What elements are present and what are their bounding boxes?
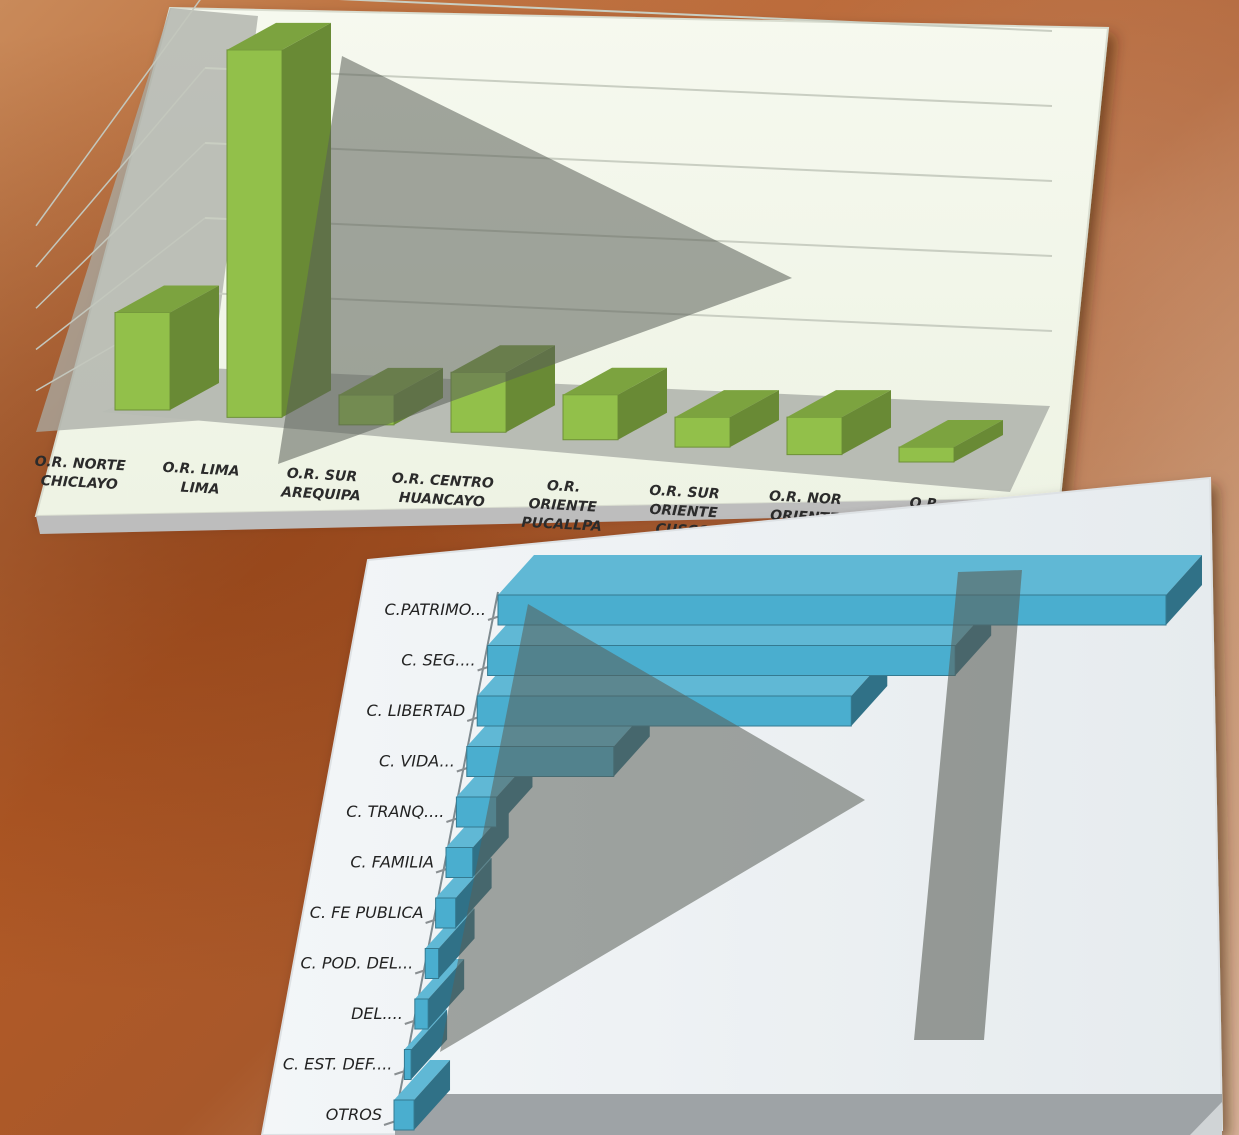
bar-top [227,22,331,50]
chart2-pause-overlay[interactable] [914,570,1022,1040]
chart1-panel-edge [36,498,1060,534]
y-tick-label: C. SEG.... [401,651,475,670]
bar-8 [898,420,1003,463]
y-tick-label: C. POD. DEL... [301,954,414,973]
bar-front [674,416,731,448]
bar-end [414,1060,451,1130]
chart2-play-overlay[interactable] [440,604,865,1052]
bar-end [411,1009,448,1080]
vertical-bar-chart: O.R. NORTECHICLAYO O.R. LIMALIMA O.R. SURA… [33,0,1110,540]
bar-side [618,367,667,440]
bar-front [414,998,429,1030]
y-tick-label: C. VIDA... [379,752,455,771]
bar-side [954,420,1003,462]
bar-front [403,1049,412,1080]
bar-side [170,285,219,410]
chart2-page-curl [1190,1102,1222,1135]
y-tick-label: C. EST. DEF.... [283,1055,393,1074]
bar-front [445,847,474,878]
bar-front [786,416,843,456]
chart2-base [395,1094,1222,1135]
bar-front [497,594,1167,626]
bar-top [899,420,1003,447]
chart2-category-labels: OTROS C. EST. DEF.... DEL.... C. POD. DEL..… [283,600,486,1124]
bar-top [414,959,465,999]
bar-11 [393,1060,451,1131]
chart1-gridline [35,0,201,227]
horizontal-bar-chart: OTROS C. EST. DEF.... DEL.... C. POD. DEL..… [260,476,1224,1135]
bar-front [424,948,440,979]
bar-top [394,1060,451,1100]
bar-top [498,555,1202,595]
bar-6 [674,390,779,448]
bar-5 [562,367,667,441]
y-tick-label: C. FE PUBLICA [310,903,424,922]
y-tick-label: C. FAMILIA [350,853,434,872]
x-tick-label: O.R.ORIENTEPUCALLPA [521,477,604,535]
x-tick-label: O.R. LIMALIMA [161,460,240,499]
chart1-gridline [35,217,206,351]
bar-front [435,897,457,929]
bar-front [562,394,619,441]
bar-front [898,446,955,463]
y-tick-label: DEL.... [351,1004,403,1023]
bar-1 [497,555,1202,626]
bar-top [675,390,779,418]
bar-top [787,390,891,418]
x-tick-label: O.R. SURAREQUIPA [280,465,362,504]
y-tick-label: C. TRANQ.... [346,802,444,821]
y-tick-label: C.PATRIMO... [384,600,486,619]
bar-end [1166,555,1202,625]
bar-top [115,285,219,313]
chart1-gridline [35,67,206,268]
chart1-gridline [35,142,206,309]
bar-front [226,49,283,418]
y-tick-label: OTROS [326,1105,382,1124]
bar-side [842,390,891,455]
bar-7 [786,390,891,456]
y-tick-label: C. LIBERTAD [366,701,465,720]
bar-side [730,390,779,448]
bar-front [114,312,171,411]
bar-front [393,1099,415,1131]
bar-top [563,367,667,395]
chart1-play-overlay[interactable] [278,56,792,464]
x-tick-label: O.R. NORTECHICLAYO [33,454,126,494]
chart1-gridline [338,0,1053,32]
bar-1 [114,285,219,411]
x-tick-label: O.R. CENTROHUANCAYO [390,470,494,510]
